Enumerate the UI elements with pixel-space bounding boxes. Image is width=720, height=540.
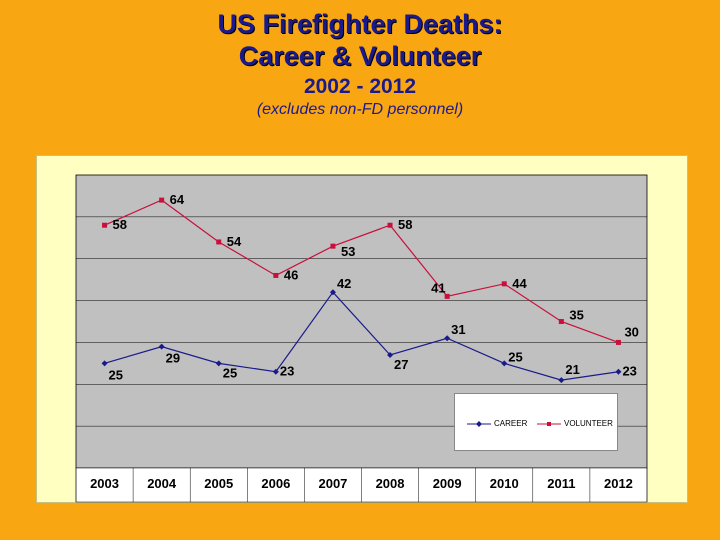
x-tick-label: 2005	[204, 476, 233, 491]
data-label-career: 42	[337, 276, 351, 291]
data-point-career	[501, 360, 508, 367]
series-line-volunteer	[104, 199, 619, 343]
data-point-career	[215, 360, 222, 367]
title-block: US Firefighter Deaths: Career & Voluntee…	[0, 8, 720, 120]
data-point-volunteer	[330, 243, 336, 249]
x-tick-label: 2009	[433, 476, 462, 491]
data-point-volunteer	[615, 339, 621, 345]
data-label-volunteer: 58	[113, 217, 127, 232]
data-label-career: 31	[451, 322, 465, 337]
data-label-volunteer: 46	[284, 267, 298, 282]
x-tick-label: 2004	[147, 476, 177, 491]
data-label-volunteer: 44	[512, 276, 527, 291]
series-line-career	[104, 291, 619, 381]
x-tick-label: 2011	[547, 476, 575, 491]
data-point-career	[101, 360, 108, 367]
data-label-career: 23	[280, 364, 294, 379]
data-point-volunteer	[159, 197, 165, 203]
legend-label-volunteer: VOLUNTEER	[564, 419, 613, 428]
legend-item-volunteer: VOLUNTEER	[537, 419, 613, 428]
legend-item-career: CAREER	[467, 419, 527, 428]
data-point-career	[158, 343, 165, 350]
data-point-career	[387, 351, 394, 358]
data-label-volunteer: 30	[624, 324, 638, 339]
chart-subtitle-years: 2002 - 2012	[303, 75, 417, 98]
data-point-volunteer	[273, 272, 279, 278]
career-legend-marker-icon	[467, 420, 491, 427]
data-label-volunteer: 35	[569, 308, 583, 323]
x-tick-label: 2006	[261, 476, 290, 491]
data-point-volunteer	[444, 293, 450, 299]
data-label-volunteer: 58	[398, 217, 412, 232]
x-tick-label: 2012	[604, 476, 633, 491]
data-label-career: 27	[394, 357, 408, 372]
data-label-career: 23	[622, 364, 636, 379]
chart-subtitle-note: (excludes non-FD personnel)	[256, 101, 464, 118]
data-label-career: 21	[565, 362, 579, 377]
data-label-career: 29	[166, 351, 180, 366]
data-label-career: 25	[508, 349, 522, 364]
data-point-volunteer	[387, 222, 393, 228]
data-label-career: 25	[223, 365, 237, 380]
data-point-volunteer	[216, 239, 222, 245]
data-point-volunteer	[558, 319, 564, 324]
volunteer-legend-marker-icon	[537, 421, 561, 426]
data-point-career	[329, 289, 336, 296]
x-tick-label: 2008	[376, 476, 405, 491]
data-point-career	[444, 335, 451, 342]
chart-title-line2: Career & Volunteer	[238, 41, 482, 71]
data-label-career: 25	[109, 367, 123, 382]
data-point-career	[558, 377, 565, 384]
x-tick-label: 2007	[318, 476, 347, 491]
data-point-volunteer	[501, 281, 507, 287]
data-label-volunteer: 64	[170, 192, 185, 207]
data-point-volunteer	[102, 222, 108, 228]
chart-title-line1: US Firefighter Deaths:	[217, 9, 503, 39]
data-label-volunteer: 53	[341, 244, 355, 259]
x-tick-label: 2003	[90, 476, 119, 491]
data-point-career	[272, 368, 279, 375]
data-label-volunteer: 41	[431, 280, 445, 295]
data-label-volunteer: 54	[227, 234, 242, 249]
x-tick-label: 2010	[490, 476, 519, 491]
data-point-career	[615, 368, 622, 375]
legend-label-career: CAREER	[494, 419, 528, 428]
chart-legend: CAREER VOLUNTEER	[454, 393, 618, 451]
